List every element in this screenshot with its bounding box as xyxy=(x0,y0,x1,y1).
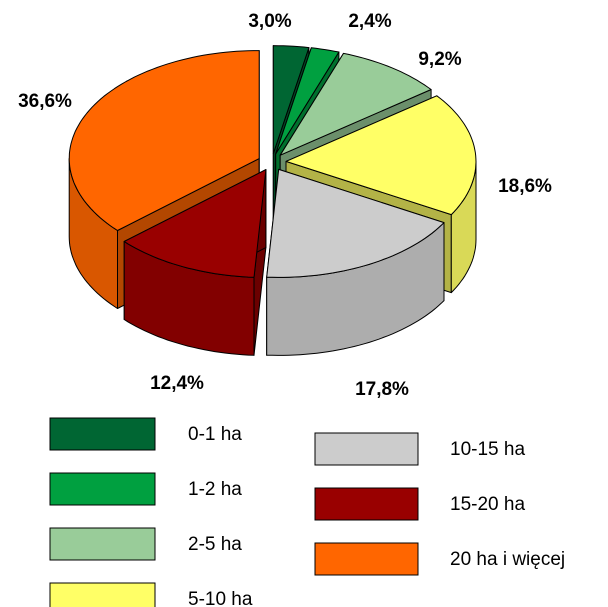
legend-label: 15-20 ha xyxy=(450,494,525,515)
data-label: 12,4% xyxy=(150,373,204,394)
legend-swatch xyxy=(314,487,419,521)
slice-top xyxy=(123,169,267,278)
slice-top xyxy=(266,168,445,278)
slice-top xyxy=(68,50,260,231)
data-label: 36,6% xyxy=(18,91,72,112)
legend-swatch xyxy=(314,432,419,466)
pie-slice xyxy=(123,169,267,356)
data-label: 3,0% xyxy=(248,11,291,32)
legend-swatch xyxy=(49,582,156,607)
legend-swatch xyxy=(49,417,156,451)
slice-top xyxy=(285,95,477,216)
legend-label: 2-5 ha xyxy=(188,534,242,555)
legend-label: 20 ha i więcej xyxy=(450,549,565,570)
slice-top xyxy=(279,52,432,156)
data-label: 18,6% xyxy=(498,176,552,197)
slice-top xyxy=(272,45,310,155)
legend-label: 5-10 ha xyxy=(188,589,253,607)
legend-swatch xyxy=(49,472,156,506)
legend-swatch xyxy=(49,527,156,561)
pie-slice xyxy=(266,168,445,356)
legend-label: 1-2 ha xyxy=(188,479,242,500)
legend-swatch xyxy=(314,542,419,576)
legend-label: 0-1 ha xyxy=(188,424,242,445)
data-label: 2,4% xyxy=(348,11,391,32)
legend-label: 10-15 ha xyxy=(450,439,525,460)
data-label: 17,8% xyxy=(355,379,409,400)
data-label: 9,2% xyxy=(418,49,461,70)
slice-top xyxy=(275,47,340,155)
